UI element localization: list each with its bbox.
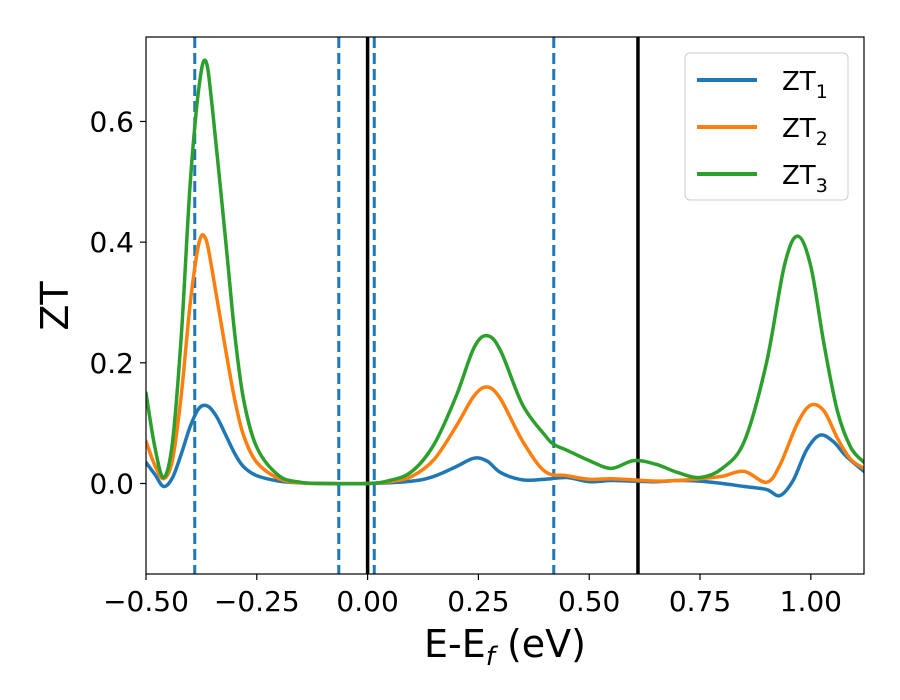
legend-label-zt3: ZT3 <box>782 161 828 197</box>
y-tick-label: 0.6 <box>89 105 134 138</box>
y-tick-label: 0.0 <box>89 467 134 500</box>
y-axis-ticks: 0.0 0.2 0.4 0.6 <box>89 105 146 500</box>
y-axis-label: ZT <box>33 281 77 331</box>
x-tick-label: 0.00 <box>336 585 398 618</box>
x-tick-label: 0.25 <box>447 585 509 618</box>
series-line-zt3 <box>146 58 864 486</box>
legend-box <box>684 52 849 201</box>
x-tick-label: 0.50 <box>558 585 620 618</box>
y-tick-label: 0.2 <box>89 347 134 380</box>
series-lines <box>146 58 864 498</box>
legend-label-zt1: ZT1 <box>782 67 828 103</box>
x-tick-label: 1.00 <box>780 585 842 618</box>
legend-label-zt2: ZT2 <box>782 114 828 150</box>
x-axis-label-unit: (eV) <box>495 622 586 666</box>
x-axis-ticks: −0.50 −0.25 0.00 0.25 0.50 0.75 1.00 <box>103 574 842 618</box>
x-axis-label: E-Ef (eV) <box>424 622 586 672</box>
y-tick-label: 0.4 <box>89 226 134 259</box>
series-line-zt2 <box>146 233 864 486</box>
x-tick-label: −0.50 <box>103 585 189 618</box>
x-tick-label: 0.75 <box>669 585 731 618</box>
legend: ZT1 ZT2 ZT3 <box>684 52 849 201</box>
series-line-zt1 <box>146 403 864 498</box>
plot-frame <box>145 36 865 575</box>
x-tick-label: −0.25 <box>214 585 300 618</box>
x-axis-label-main: E-E <box>424 622 486 666</box>
